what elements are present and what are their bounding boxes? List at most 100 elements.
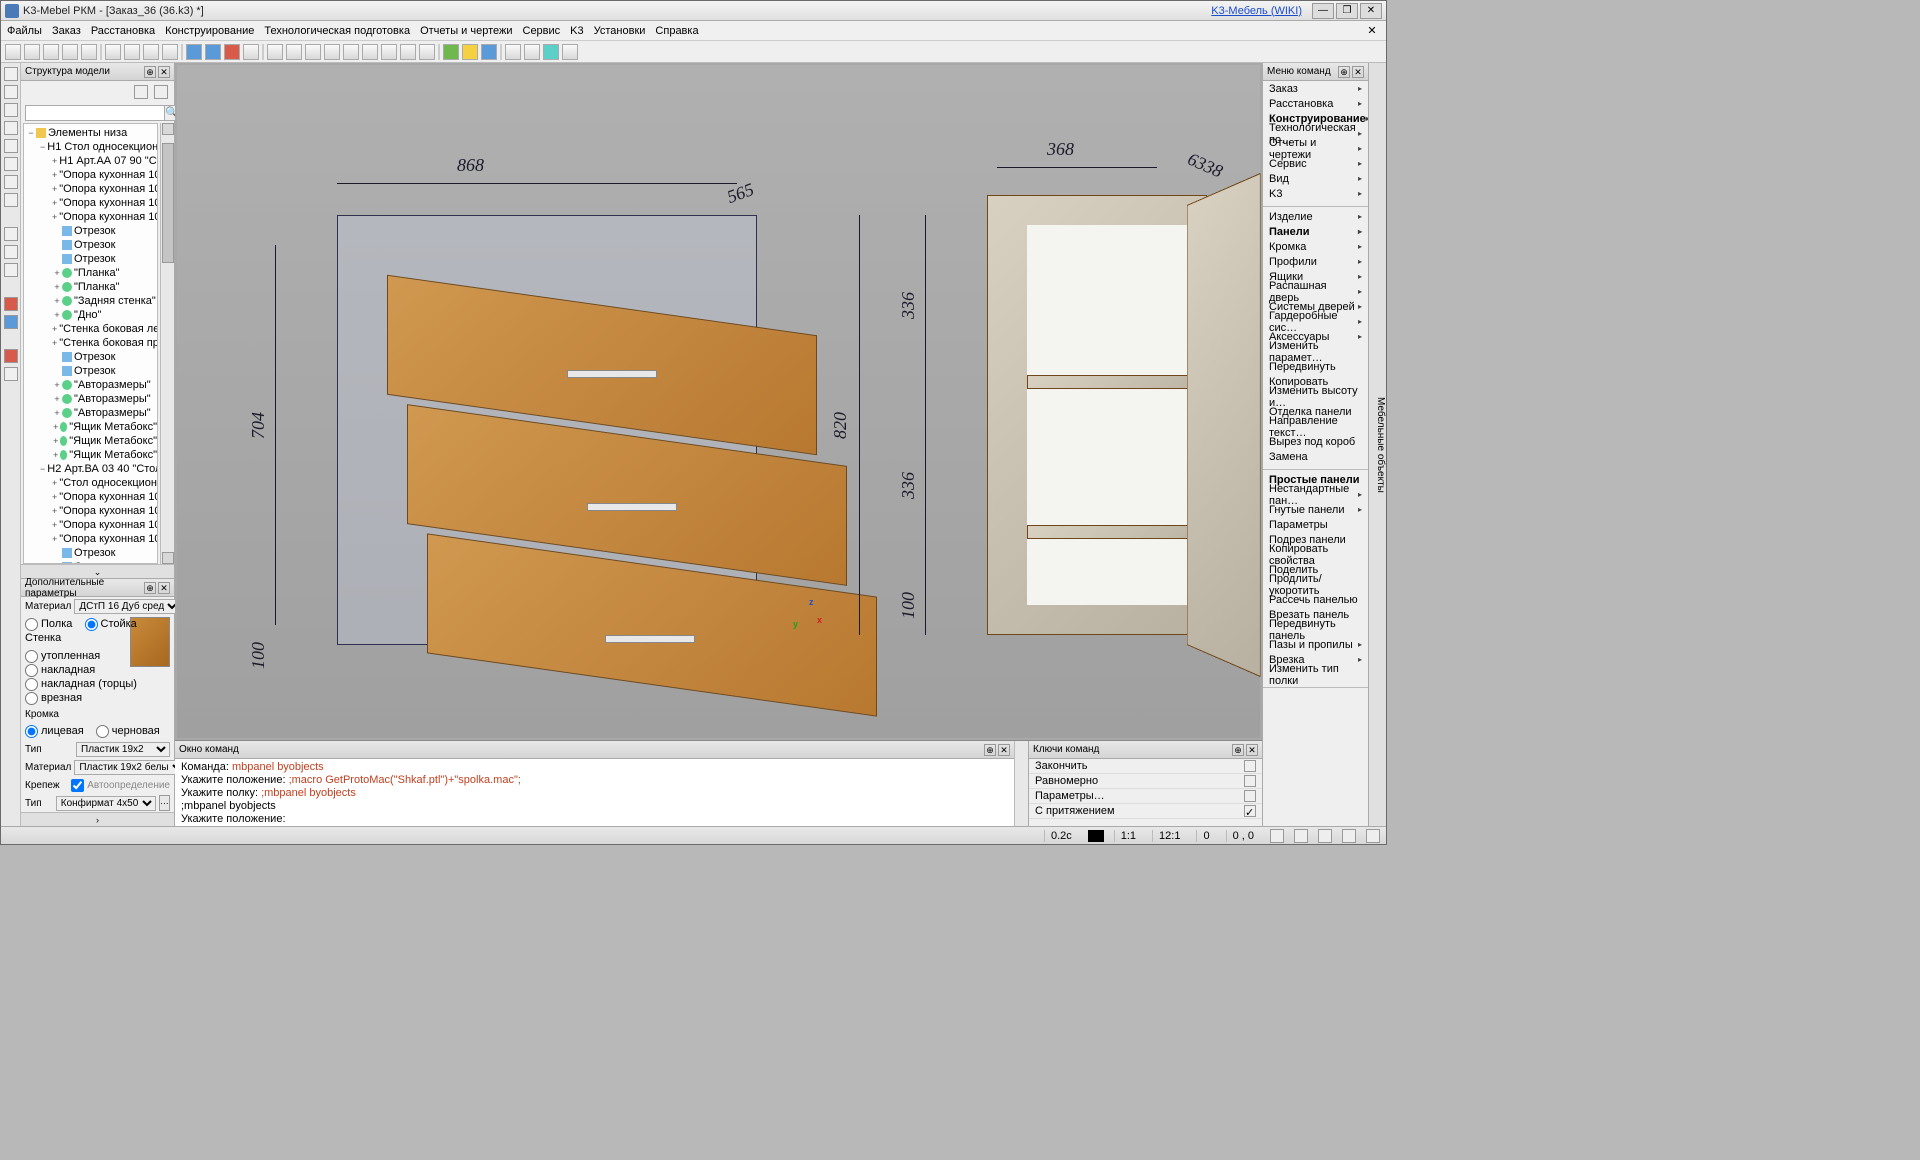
model-tree[interactable]: −Элементы низа −Н1 Стол односекционный+Н… (23, 123, 158, 564)
rmenu-item[interactable]: Продлить/укоротить (1263, 577, 1368, 592)
tool-cube4-icon[interactable] (324, 44, 340, 60)
tree-row[interactable]: +"Опора кухонная 100 (24, 532, 157, 546)
panel-close-icon[interactable]: ✕ (1352, 66, 1364, 78)
tool-render2-icon[interactable] (419, 44, 435, 60)
tree-row[interactable]: +"Ящик Метабокс" (24, 448, 157, 462)
tree-row[interactable]: +"Планка" (24, 280, 157, 294)
material-select[interactable]: ДСтП 16 Дуб сред (74, 599, 181, 614)
key-item[interactable]: Равномерно (1029, 774, 1262, 789)
rmenu-item[interactable]: Заказ▸ (1263, 81, 1368, 96)
tool-view-icon[interactable] (505, 44, 521, 60)
search-input[interactable] (25, 105, 165, 121)
rmenu-item[interactable]: Рассечь панелью (1263, 592, 1368, 607)
tree-row[interactable]: −Н2 Арт.ВА 03 40 "Стол од (24, 462, 157, 476)
minimize-button[interactable]: — (1312, 3, 1334, 19)
tool-cube2-icon[interactable] (286, 44, 302, 60)
ltool-1-icon[interactable] (4, 67, 18, 81)
tool-new-icon[interactable] (5, 44, 21, 60)
panel-pin-icon[interactable]: ⊕ (144, 66, 156, 78)
tool-tag-icon[interactable] (162, 44, 178, 60)
rmenu-item[interactable]: Распашная дверь▸ (1263, 284, 1368, 299)
panel-close-icon[interactable]: ✕ (158, 66, 170, 78)
3d-viewport[interactable]: 868 565 704 100 (175, 63, 1262, 740)
status-osnap-icon[interactable] (1342, 829, 1356, 843)
menu-K3[interactable]: K3 (570, 25, 583, 37)
tool-light-icon[interactable] (524, 44, 540, 60)
status-grid-icon[interactable] (1294, 829, 1308, 843)
tool-cube1-icon[interactable] (267, 44, 283, 60)
tool-box-icon[interactable] (362, 44, 378, 60)
ltool-rot-icon[interactable] (4, 245, 18, 259)
chernovaja-radio[interactable] (96, 725, 109, 738)
wiki-link[interactable]: K3-Мебель (WIKI) (1211, 5, 1302, 17)
tool-sparkle-icon[interactable] (543, 44, 559, 60)
tree-row[interactable]: +"Планка" (24, 266, 157, 280)
rmenu-item[interactable]: Профили▸ (1263, 254, 1368, 269)
rmenu-item[interactable]: Вырез под короб (1263, 434, 1368, 449)
rmenu-item[interactable]: Изделие▸ (1263, 209, 1368, 224)
tree-row[interactable]: +"Опора кухонная 100 (24, 504, 157, 518)
tree-row[interactable]: Отрезок (24, 252, 157, 266)
ltool-move-icon[interactable] (4, 227, 18, 241)
ltool-3-icon[interactable] (4, 103, 18, 117)
tip2-select[interactable]: Конфирмат 4x50 (56, 796, 156, 811)
tree-row[interactable]: +"Стенка боковая пра (24, 336, 157, 350)
tool-delete-icon[interactable] (224, 44, 240, 60)
ltool-8-icon[interactable] (4, 193, 18, 207)
rmenu-item[interactable]: Параметры (1263, 517, 1368, 532)
rmenu-item[interactable]: Замена (1263, 449, 1368, 464)
struct-settings-icon[interactable] (154, 85, 168, 99)
tree-row[interactable]: Отрезок (24, 364, 157, 378)
tool-tex-icon[interactable] (481, 44, 497, 60)
tree-row[interactable]: Отрезок (24, 224, 157, 238)
key-item[interactable]: Параметры… (1029, 789, 1262, 804)
tree-row[interactable]: +"Авторазмеры" (24, 406, 157, 420)
status-snap-icon[interactable] (1270, 829, 1284, 843)
tree-row[interactable]: +"Авторазмеры" (24, 392, 157, 406)
tool-wire-icon[interactable] (443, 44, 459, 60)
tree-row[interactable]: +"Дно" (24, 308, 157, 322)
menu-Конструирование[interactable]: Конструирование (165, 25, 254, 37)
tool-grid-icon[interactable] (381, 44, 397, 60)
tool-shade-icon[interactable] (462, 44, 478, 60)
maximize-button[interactable]: ❐ (1336, 3, 1358, 19)
tool-cube5-icon[interactable] (343, 44, 359, 60)
ltool-dim-icon[interactable] (4, 315, 18, 329)
right-tab-furniture[interactable]: Мебельные объекты (1368, 63, 1386, 826)
ltool-2-icon[interactable] (4, 85, 18, 99)
tree-row[interactable]: +"Опора кухонная 100 (24, 210, 157, 224)
tool-saveas-icon[interactable] (62, 44, 78, 60)
tree-row[interactable]: Отрезок (24, 546, 157, 560)
command-log[interactable]: Команда: mbpanel byobjectsУкажите положе… (175, 759, 1014, 826)
scroll-thumb[interactable] (162, 143, 174, 263)
tree-row[interactable]: +"Опора кухонная 100 (24, 196, 157, 210)
tool-star-icon[interactable] (562, 44, 578, 60)
axis-gizmo[interactable]: z x y (797, 605, 827, 635)
tool-open-icon[interactable] (24, 44, 40, 60)
tree-row[interactable]: +"Стол односекцион (24, 476, 157, 490)
tree-row[interactable]: +"Опора кухонная 100 (24, 490, 157, 504)
mdi-close-button[interactable]: ✕ (1364, 24, 1380, 37)
menu-Установки[interactable]: Установки (594, 25, 646, 37)
tree-row[interactable]: +"Опора кухонная 100 (24, 168, 157, 182)
panel-pin-icon[interactable]: ⊕ (984, 744, 996, 756)
ltool-hide-icon[interactable] (4, 367, 18, 381)
status-track-icon[interactable] (1366, 829, 1380, 843)
opt-radio[interactable] (25, 678, 38, 691)
menu-Заказ[interactable]: Заказ (52, 25, 81, 37)
licevaja-radio[interactable] (25, 725, 38, 738)
close-button[interactable]: ✕ (1360, 3, 1382, 19)
panel-pin-icon[interactable]: ⊕ (1338, 66, 1350, 78)
ltool-6-icon[interactable] (4, 157, 18, 171)
mat2-select[interactable]: Пластик 19х2 белы (74, 760, 186, 775)
tool-prop-icon[interactable] (124, 44, 140, 60)
rmenu-item[interactable]: Передвинуть панель (1263, 622, 1368, 637)
autoopr-checkbox[interactable] (71, 778, 84, 793)
rmenu-item[interactable]: K3▸ (1263, 186, 1368, 201)
opt-radio[interactable] (25, 664, 38, 677)
tree-row[interactable]: +"Стенка боковая ле (24, 322, 157, 336)
ltool-4-icon[interactable] (4, 121, 18, 135)
tree-row[interactable]: +"Ящик Метабокс" (24, 420, 157, 434)
rmenu-item[interactable]: Изменить парамет… (1263, 344, 1368, 359)
tree-scrollbar[interactable] (160, 123, 174, 564)
